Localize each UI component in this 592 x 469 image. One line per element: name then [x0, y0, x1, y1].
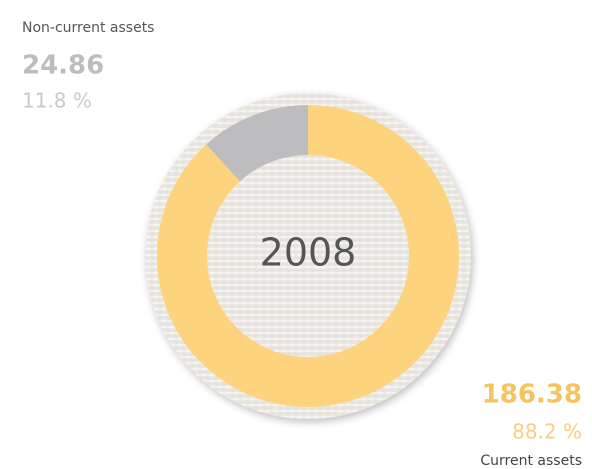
donut-slice [156, 105, 459, 407]
category-label: Current assets [480, 453, 582, 469]
donut [156, 105, 459, 407]
category-label: Non-current assets [22, 20, 154, 36]
value-label: 24.86 [22, 51, 104, 81]
center-label: 2008 [260, 231, 357, 275]
donut-slice [206, 105, 308, 182]
percentage-label: 11.8 % [22, 89, 92, 113]
percentage-label: 88.2 % [512, 420, 582, 444]
value-label: 186.38 [482, 380, 582, 410]
